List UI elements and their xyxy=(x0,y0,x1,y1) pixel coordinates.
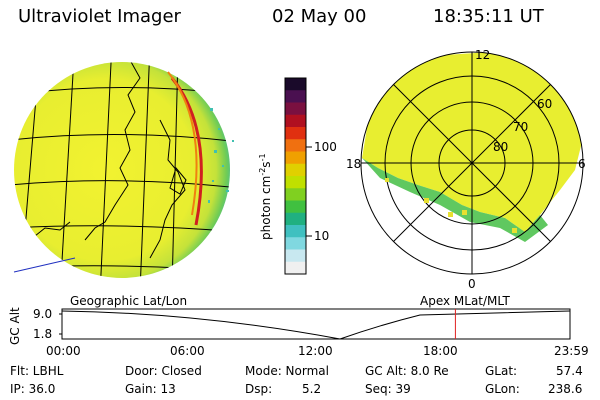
xtick-0000: 00:00 xyxy=(46,344,81,358)
gain-info: Gain: 13 xyxy=(125,382,176,396)
colorbar-swatch xyxy=(285,261,306,275)
dsp-label: Dsp: xyxy=(245,382,273,396)
filter-info: Flt: LBHL xyxy=(10,364,64,378)
mode-info: Mode: Normal xyxy=(245,364,329,378)
gc-alt-axis-title: GC Alt xyxy=(8,307,22,345)
colorbar-swatch xyxy=(285,139,306,152)
mlt-label-12: 12 xyxy=(475,48,491,62)
colorbar-swatch xyxy=(285,200,306,214)
polar-aurora xyxy=(362,52,583,242)
mlat-label-60: 60 xyxy=(537,97,553,111)
earth-disk xyxy=(14,62,230,278)
xtick-1200: 12:00 xyxy=(298,344,333,358)
colorbar-swatch xyxy=(285,176,306,189)
xtick-0600: 06:00 xyxy=(170,344,205,358)
polar-grid xyxy=(360,51,584,275)
colorbar-swatches xyxy=(285,78,306,275)
altitude-timeline xyxy=(59,308,571,340)
colorbar-swatch xyxy=(285,151,306,165)
earth-image xyxy=(13,62,234,278)
colorbar-swatch xyxy=(285,225,306,238)
ytick-1-8: 1.8 xyxy=(33,327,53,341)
mlt-label-0: 0 xyxy=(468,277,476,291)
instrument-title: Ultraviolet Imager xyxy=(18,6,181,27)
colorbar-swatch xyxy=(285,188,306,201)
colorbar-swatch xyxy=(285,102,306,116)
polar-plot xyxy=(360,51,584,275)
colorbar-swatch xyxy=(285,90,306,103)
colorbar-tick-100: 100 xyxy=(314,140,337,154)
colorbar-swatch xyxy=(285,249,306,263)
mlt-label-18: 18 xyxy=(346,157,362,171)
mlat-label-80: 80 xyxy=(493,140,509,154)
xtick-2359: 23:59 xyxy=(554,344,589,358)
colorbar-swatch xyxy=(285,163,306,177)
colorbar-label: photon cm-2s-1 xyxy=(258,153,273,240)
gc-alt-info: GC Alt: 8.0 Re xyxy=(365,364,449,378)
colorbar-swatch xyxy=(285,212,306,226)
glon-label: GLon: xyxy=(485,382,520,396)
xtick-1800: 18:00 xyxy=(423,344,458,358)
ground-track xyxy=(13,257,76,273)
colorbar-swatch xyxy=(285,237,306,250)
colorbar-swatch xyxy=(285,114,306,128)
door-info: Door: Closed xyxy=(125,364,202,378)
glon-value: 238.6 xyxy=(548,382,583,396)
glat-value: 57.4 xyxy=(556,364,583,378)
colorbar-swatch xyxy=(285,78,306,91)
glat-label: GLat: xyxy=(485,364,518,378)
mlat-label-70: 70 xyxy=(513,120,529,134)
mlt-label-6: 6 xyxy=(578,157,586,171)
colorbar-tick-10: 10 xyxy=(314,229,330,243)
ip-info: IP: 36.0 xyxy=(10,382,56,396)
timeline-frame xyxy=(61,308,571,340)
seq-info: Seq: 39 xyxy=(365,382,411,396)
ytick-9: 9.0 xyxy=(33,307,53,321)
altitude-curve xyxy=(61,310,571,340)
colorbar xyxy=(284,77,312,275)
apex-label: Apex MLat/MLT xyxy=(420,294,510,308)
observation-date: 02 May 00 xyxy=(272,6,367,27)
dsp-value: 5.2 xyxy=(302,382,322,396)
observation-time: 18:35:11 UT xyxy=(433,6,544,27)
colorbar-swatch xyxy=(285,127,306,140)
geographic-label: Geographic Lat/Lon xyxy=(70,294,188,308)
coastline xyxy=(29,62,187,259)
